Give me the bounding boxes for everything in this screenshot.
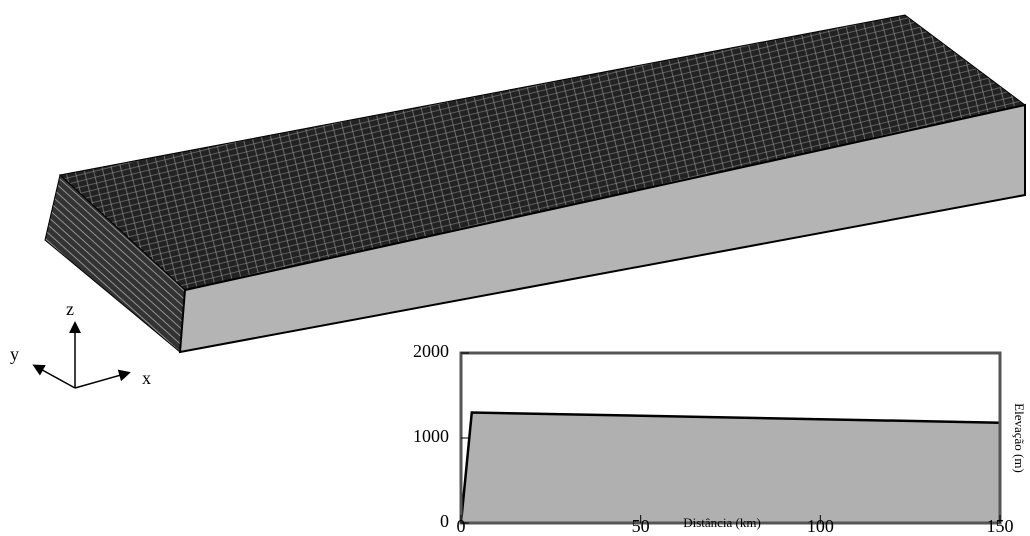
- axis-label-z: z: [66, 299, 74, 319]
- axis-label-y: y: [10, 344, 19, 364]
- block-3d: [45, 15, 1025, 352]
- axis-label-x: x: [142, 368, 151, 388]
- y-tick-label: 0: [440, 511, 449, 531]
- area-fill: [461, 413, 1000, 524]
- y-tick-label: 1000: [413, 426, 449, 446]
- page: {"chart_data": {"type": "area", "x": [0,…: [0, 0, 1030, 536]
- figure: z x y 010002000050100150 Distância (km) …: [0, 0, 1030, 536]
- axes-icon: [35, 324, 128, 388]
- x-axis-title: Distância (km): [683, 515, 761, 530]
- y-axis-title: Elevação (m): [1012, 403, 1027, 473]
- y-tick-label: 2000: [413, 341, 449, 361]
